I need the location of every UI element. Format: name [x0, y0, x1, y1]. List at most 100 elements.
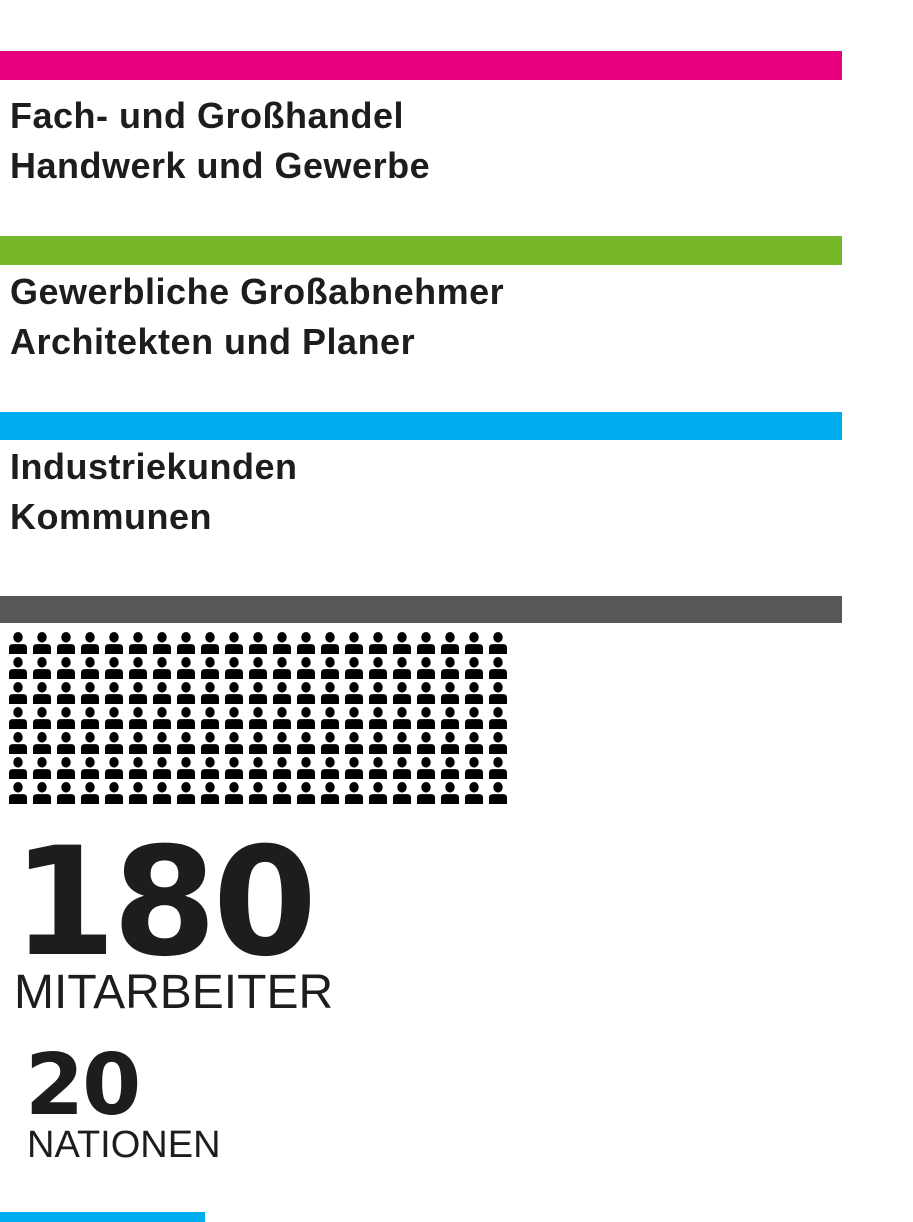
person-icon [129, 732, 147, 754]
person-icon [105, 657, 123, 679]
person-icon [57, 707, 75, 729]
person-icon [177, 682, 195, 704]
person-icon [273, 732, 291, 754]
person-icon [153, 632, 171, 654]
person-icon [297, 782, 315, 804]
person-icon [441, 707, 459, 729]
person-icon [33, 657, 51, 679]
section-heading-line: Architekten und Planer [10, 321, 416, 362]
person-icon [153, 732, 171, 754]
person-icon [321, 757, 339, 779]
person-icon [369, 732, 387, 754]
person-icon [33, 682, 51, 704]
section-heading-line: Handwerk und Gewerbe [10, 145, 431, 186]
person-icon [105, 632, 123, 654]
person-icon [393, 682, 411, 704]
person-icon [249, 682, 267, 704]
pictogram-row [8, 632, 528, 657]
person-icon [9, 682, 27, 704]
person-icon [345, 682, 363, 704]
person-icon [321, 732, 339, 754]
person-icon [9, 757, 27, 779]
person-icon [249, 782, 267, 804]
person-icon [225, 757, 243, 779]
person-icon [273, 682, 291, 704]
person-icon [9, 732, 27, 754]
pictogram-row [8, 757, 528, 782]
person-icon [105, 707, 123, 729]
person-icon [369, 632, 387, 654]
person-icon [297, 682, 315, 704]
person-icon [81, 732, 99, 754]
pictogram-row [8, 682, 528, 707]
person-icon [153, 657, 171, 679]
person-icon [465, 707, 483, 729]
person-icon [57, 732, 75, 754]
person-icon [393, 632, 411, 654]
person-icon [441, 682, 459, 704]
person-icon [129, 782, 147, 804]
person-icon [129, 757, 147, 779]
person-icon [9, 707, 27, 729]
person-icon [81, 757, 99, 779]
person-icon [489, 632, 507, 654]
person-icon [369, 782, 387, 804]
person-icon [465, 657, 483, 679]
footer-partial-bar [0, 1212, 205, 1222]
section-heading-line: Fach- und Großhandel [10, 95, 404, 136]
person-icon [57, 682, 75, 704]
section-bar-green [0, 236, 842, 265]
person-icon [177, 782, 195, 804]
person-icon [177, 707, 195, 729]
person-icon [81, 682, 99, 704]
person-icon [249, 657, 267, 679]
section-heading-line: Gewerbliche Großabnehmer [10, 271, 505, 312]
person-icon [345, 657, 363, 679]
person-icon [489, 707, 507, 729]
person-icon [369, 657, 387, 679]
employees-count: 180 [12, 816, 317, 990]
nations-label: NATIONEN [27, 1124, 221, 1166]
person-icon [81, 657, 99, 679]
employees-label: MITARBEITER [14, 966, 334, 1019]
person-icon [297, 657, 315, 679]
person-icon [465, 757, 483, 779]
person-icon [57, 657, 75, 679]
person-icon [201, 782, 219, 804]
person-icon [321, 632, 339, 654]
employee-pictogram [8, 632, 528, 807]
person-icon [273, 757, 291, 779]
section-heading-2: Gewerbliche Großabnehmer Architekten und… [10, 267, 504, 367]
person-icon [345, 757, 363, 779]
pictogram-row [8, 732, 528, 757]
person-icon [345, 707, 363, 729]
person-icon [177, 632, 195, 654]
section-bar-cyan [0, 412, 842, 440]
person-icon [369, 757, 387, 779]
person-icon [489, 657, 507, 679]
nations-count: 20 [25, 1036, 141, 1135]
person-icon [273, 632, 291, 654]
person-icon [225, 632, 243, 654]
person-icon [417, 682, 435, 704]
person-icon [369, 682, 387, 704]
person-icon [441, 782, 459, 804]
person-icon [489, 782, 507, 804]
person-icon [417, 782, 435, 804]
section-bar-pink [0, 51, 842, 80]
person-icon [249, 707, 267, 729]
divider-bar-gray [0, 596, 842, 623]
person-icon [33, 757, 51, 779]
person-icon [129, 707, 147, 729]
person-icon [225, 707, 243, 729]
person-icon [417, 657, 435, 679]
person-icon [81, 782, 99, 804]
person-icon [225, 657, 243, 679]
person-icon [465, 682, 483, 704]
section-heading-1: Fach- und Großhandel Handwerk und Gewerb… [10, 91, 430, 191]
person-icon [321, 707, 339, 729]
person-icon [489, 757, 507, 779]
person-icon [297, 632, 315, 654]
section-heading-3: Industriekunden Kommunen [10, 442, 298, 542]
person-icon [201, 757, 219, 779]
